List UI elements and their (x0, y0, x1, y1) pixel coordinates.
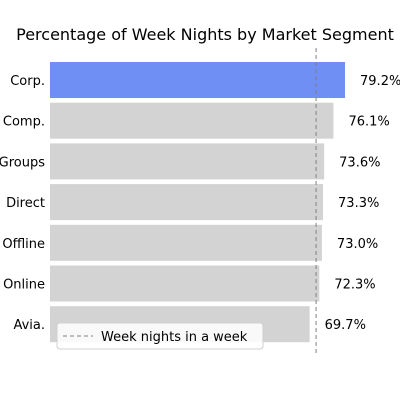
legend: Week nights in a week (56, 322, 264, 350)
y-tick-label-corp: Corp. (10, 74, 45, 89)
y-tick-label-comp: Comp. (3, 115, 45, 130)
y-tick-label-direct: Direct (6, 196, 45, 211)
data-label-offline: 73.0% (337, 237, 378, 252)
y-tick-label-groups: Groups (0, 155, 45, 170)
bar-comp (50, 102, 334, 139)
legend-label: Week nights in a week (101, 330, 248, 345)
data-labels: 79.2% 76.1% 73.6% 73.3% 73.0% 72.3% 69.7% (325, 74, 400, 333)
data-label-online: 72.3% (334, 278, 375, 293)
bar-online (50, 265, 320, 302)
bar-direct (50, 184, 324, 221)
y-tick-labels: Corp. Comp. Groups Direct Offline Online Avia. (0, 74, 45, 333)
legend-box (56, 322, 264, 350)
chart-title: Percentage of Week Nights by Market Segm… (16, 25, 394, 44)
data-label-direct: 73.3% (338, 196, 379, 211)
bars-group (50, 62, 346, 343)
data-label-avia: 69.7% (325, 318, 366, 333)
data-label-corp: 79.2% (360, 74, 400, 89)
bar-groups (50, 143, 325, 180)
y-tick-label-offline: Offline (2, 237, 45, 252)
y-tick-label-online: Online (3, 278, 45, 293)
bar-corp (50, 62, 346, 98)
data-label-comp: 76.1% (348, 115, 389, 130)
bar-offline (50, 224, 322, 261)
y-tick-label-avia: Avia. (13, 318, 45, 333)
data-label-groups: 73.6% (339, 155, 380, 170)
